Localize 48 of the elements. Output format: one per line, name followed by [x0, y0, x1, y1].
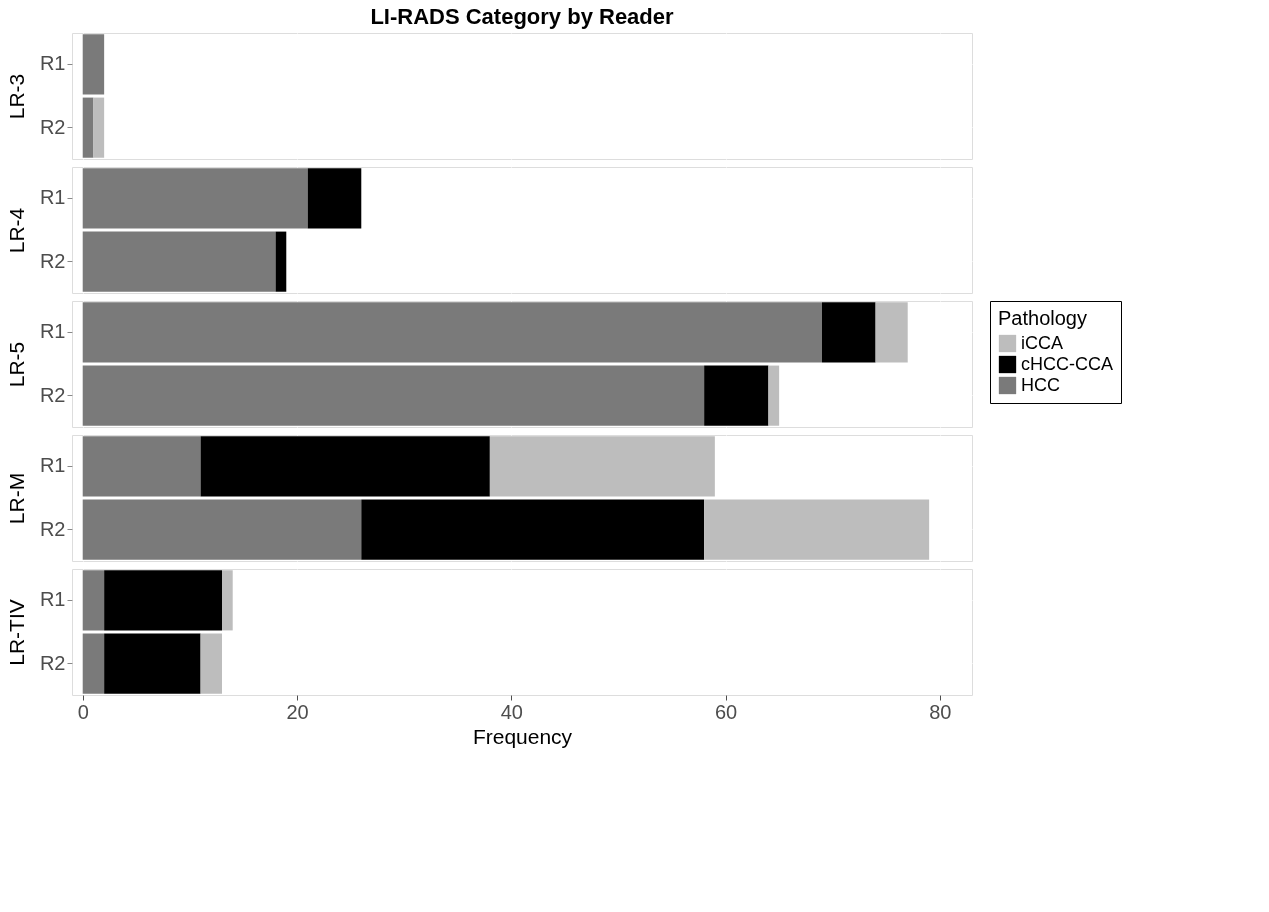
y-tick-label: R2 [39, 651, 66, 674]
x-tick-label: 0 [77, 700, 89, 723]
legend-title: Pathology [998, 307, 1087, 329]
bar [275, 231, 287, 292]
legend-label: cHCC-CCA [1021, 353, 1113, 374]
legend-label: iCCA [1021, 332, 1064, 353]
y-axis-title: LR-3 [4, 73, 28, 120]
bar [104, 633, 201, 694]
bar [82, 633, 105, 694]
y-tick-label: R1 [39, 588, 66, 611]
bar [82, 436, 201, 497]
bar [200, 436, 490, 497]
x-tick-label: 40 [500, 700, 523, 723]
bar [82, 168, 308, 229]
y-tick-label: R1 [39, 186, 66, 209]
bar [768, 365, 780, 426]
bar [489, 436, 715, 497]
bar [222, 570, 233, 631]
legend-label: HCC [1021, 374, 1060, 395]
bar [704, 499, 930, 560]
y-axis-title: LR-M [4, 472, 28, 525]
bar [704, 365, 769, 426]
bar [82, 499, 362, 560]
bar [82, 302, 822, 363]
y-axis-title: LR-4 [4, 207, 28, 254]
y-axis-title: LR-TIV [4, 599, 28, 666]
y-tick-label: R2 [39, 517, 66, 540]
x-tick-label: 60 [714, 700, 738, 723]
bar [82, 365, 705, 426]
y-tick-label: R2 [39, 115, 66, 138]
bar [822, 302, 876, 363]
y-tick-label: R1 [39, 454, 66, 477]
bar [361, 499, 705, 560]
y-tick-label: R2 [39, 383, 66, 406]
bar [82, 231, 276, 292]
bar [200, 633, 222, 694]
bar [875, 302, 908, 363]
bar [307, 168, 362, 229]
bar [104, 570, 222, 631]
chart-title: LI-RADS Category by Reader [370, 4, 675, 29]
x-tick-label: 20 [286, 700, 309, 723]
y-tick-label: R1 [39, 52, 66, 75]
x-tick-label: 80 [929, 700, 952, 723]
y-axis-title: LR-5 [4, 341, 28, 388]
x-axis-title: Frequency [472, 724, 573, 748]
y-tick-label: R1 [39, 320, 66, 343]
bar [82, 570, 105, 631]
y-tick-label: R2 [39, 249, 66, 272]
